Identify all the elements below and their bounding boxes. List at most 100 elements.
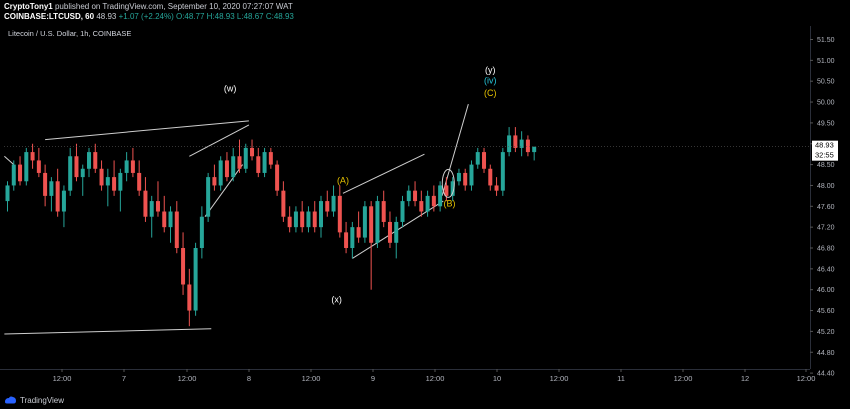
candle <box>243 147 248 169</box>
price-tick-label: 51.50 <box>817 37 835 44</box>
candle <box>525 139 530 153</box>
candle <box>187 284 192 311</box>
wave-label: (y) <box>485 65 496 75</box>
candle <box>319 201 323 228</box>
candle <box>168 211 173 228</box>
candle <box>532 146 537 153</box>
candle <box>80 168 85 178</box>
candle <box>256 156 261 173</box>
trend-line[interactable] <box>342 153 425 194</box>
trend-line[interactable] <box>204 164 244 218</box>
price-tick-label: 48.00 <box>817 183 835 190</box>
candle <box>149 201 154 217</box>
candle <box>450 181 455 196</box>
candle <box>112 177 117 191</box>
time-tick-label: 12:00 <box>426 374 445 383</box>
price-tick-label: 46.40 <box>817 266 835 273</box>
time-tick-label: 12:00 <box>53 374 72 383</box>
time-tick-label: 9 <box>371 374 375 383</box>
candle <box>30 152 35 161</box>
candle <box>419 201 424 212</box>
candle <box>162 211 167 228</box>
candle <box>507 135 512 153</box>
price-tick-label: 46.00 <box>817 287 835 294</box>
price-tick-label: 45.20 <box>817 329 835 336</box>
candle <box>488 168 493 186</box>
candle <box>513 135 518 148</box>
candle <box>55 181 60 212</box>
wave-label: (iv) <box>484 75 497 85</box>
last-price: 48.93 <box>96 12 117 21</box>
time-tick-label: 12:00 <box>302 374 321 383</box>
candle <box>231 156 236 178</box>
wave-label: (B) <box>444 198 456 208</box>
candle <box>93 152 98 169</box>
candle <box>413 190 418 202</box>
candle <box>287 216 292 228</box>
candle <box>118 172 123 191</box>
candle <box>381 201 386 222</box>
time-tick-label: 12:00 <box>797 374 816 383</box>
candle <box>306 211 311 228</box>
last-price-badge <box>812 140 838 161</box>
time-tick-label: 11 <box>617 374 625 383</box>
ohlc-values: O:48.77 H:48.93 L:48.67 C:48.93 <box>175 12 294 21</box>
candle <box>199 216 204 248</box>
candle <box>193 248 198 311</box>
candle <box>130 160 135 173</box>
candle <box>5 185 10 202</box>
candle <box>155 201 160 212</box>
price-tick-label: 51.00 <box>817 58 835 65</box>
candle <box>375 201 380 243</box>
wave-label: (w) <box>224 84 237 94</box>
price-tick-label: 50.00 <box>817 100 835 107</box>
candle <box>206 177 211 217</box>
candle <box>438 185 443 207</box>
symbol-label: COINBASE:LTCUSD, 60 <box>4 12 95 21</box>
wave-label: (C) <box>484 88 497 98</box>
candle <box>300 211 305 228</box>
candle <box>68 156 73 191</box>
candle <box>482 152 487 169</box>
price-tick-label: 45.60 <box>817 308 835 315</box>
candle <box>61 190 66 212</box>
candle <box>237 156 242 169</box>
tradingview-logo-icon <box>5 396 16 404</box>
publish-line: CryptoTony1 published on TradingView.com… <box>4 2 293 11</box>
symbol-line: COINBASE:LTCUSD, 60 48.93 +1.07 (+2.24%)… <box>4 12 294 21</box>
candle <box>124 160 129 173</box>
candle <box>456 172 461 182</box>
candle <box>350 227 355 248</box>
candle <box>425 195 430 212</box>
candle <box>362 206 367 238</box>
candle <box>174 211 179 248</box>
trend-line[interactable] <box>189 124 250 157</box>
price-chart[interactable]: Litecoin / U.S. Dollar, 1h, COINBASE 51.5… <box>0 26 850 392</box>
candle <box>356 227 361 238</box>
candle <box>344 232 349 248</box>
candle <box>400 201 405 222</box>
author-name[interactable]: CryptoTony1 <box>4 2 53 11</box>
footer: TradingView <box>0 392 850 409</box>
price-tick-label: 44.80 <box>817 350 835 357</box>
candle <box>406 190 411 202</box>
candle <box>24 152 29 182</box>
tradingview-label: TradingView <box>20 396 65 405</box>
time-tick-label: 12:00 <box>550 374 569 383</box>
candle <box>143 190 148 217</box>
trend-line[interactable] <box>4 328 212 335</box>
price-tick-label: 49.50 <box>817 120 835 127</box>
candle <box>18 164 23 182</box>
candle <box>137 172 142 191</box>
price-tick-label: 48.50 <box>817 162 835 169</box>
wave-b-circle[interactable] <box>441 168 455 198</box>
candle <box>87 152 92 169</box>
candle <box>431 195 436 207</box>
candle <box>11 164 16 186</box>
time-tick-label: 7 <box>122 374 126 383</box>
candle <box>394 221 399 243</box>
trend-line[interactable] <box>4 155 15 165</box>
trend-line[interactable] <box>45 120 249 141</box>
time-tick-label: 12:00 <box>178 374 197 383</box>
candle <box>337 195 342 233</box>
